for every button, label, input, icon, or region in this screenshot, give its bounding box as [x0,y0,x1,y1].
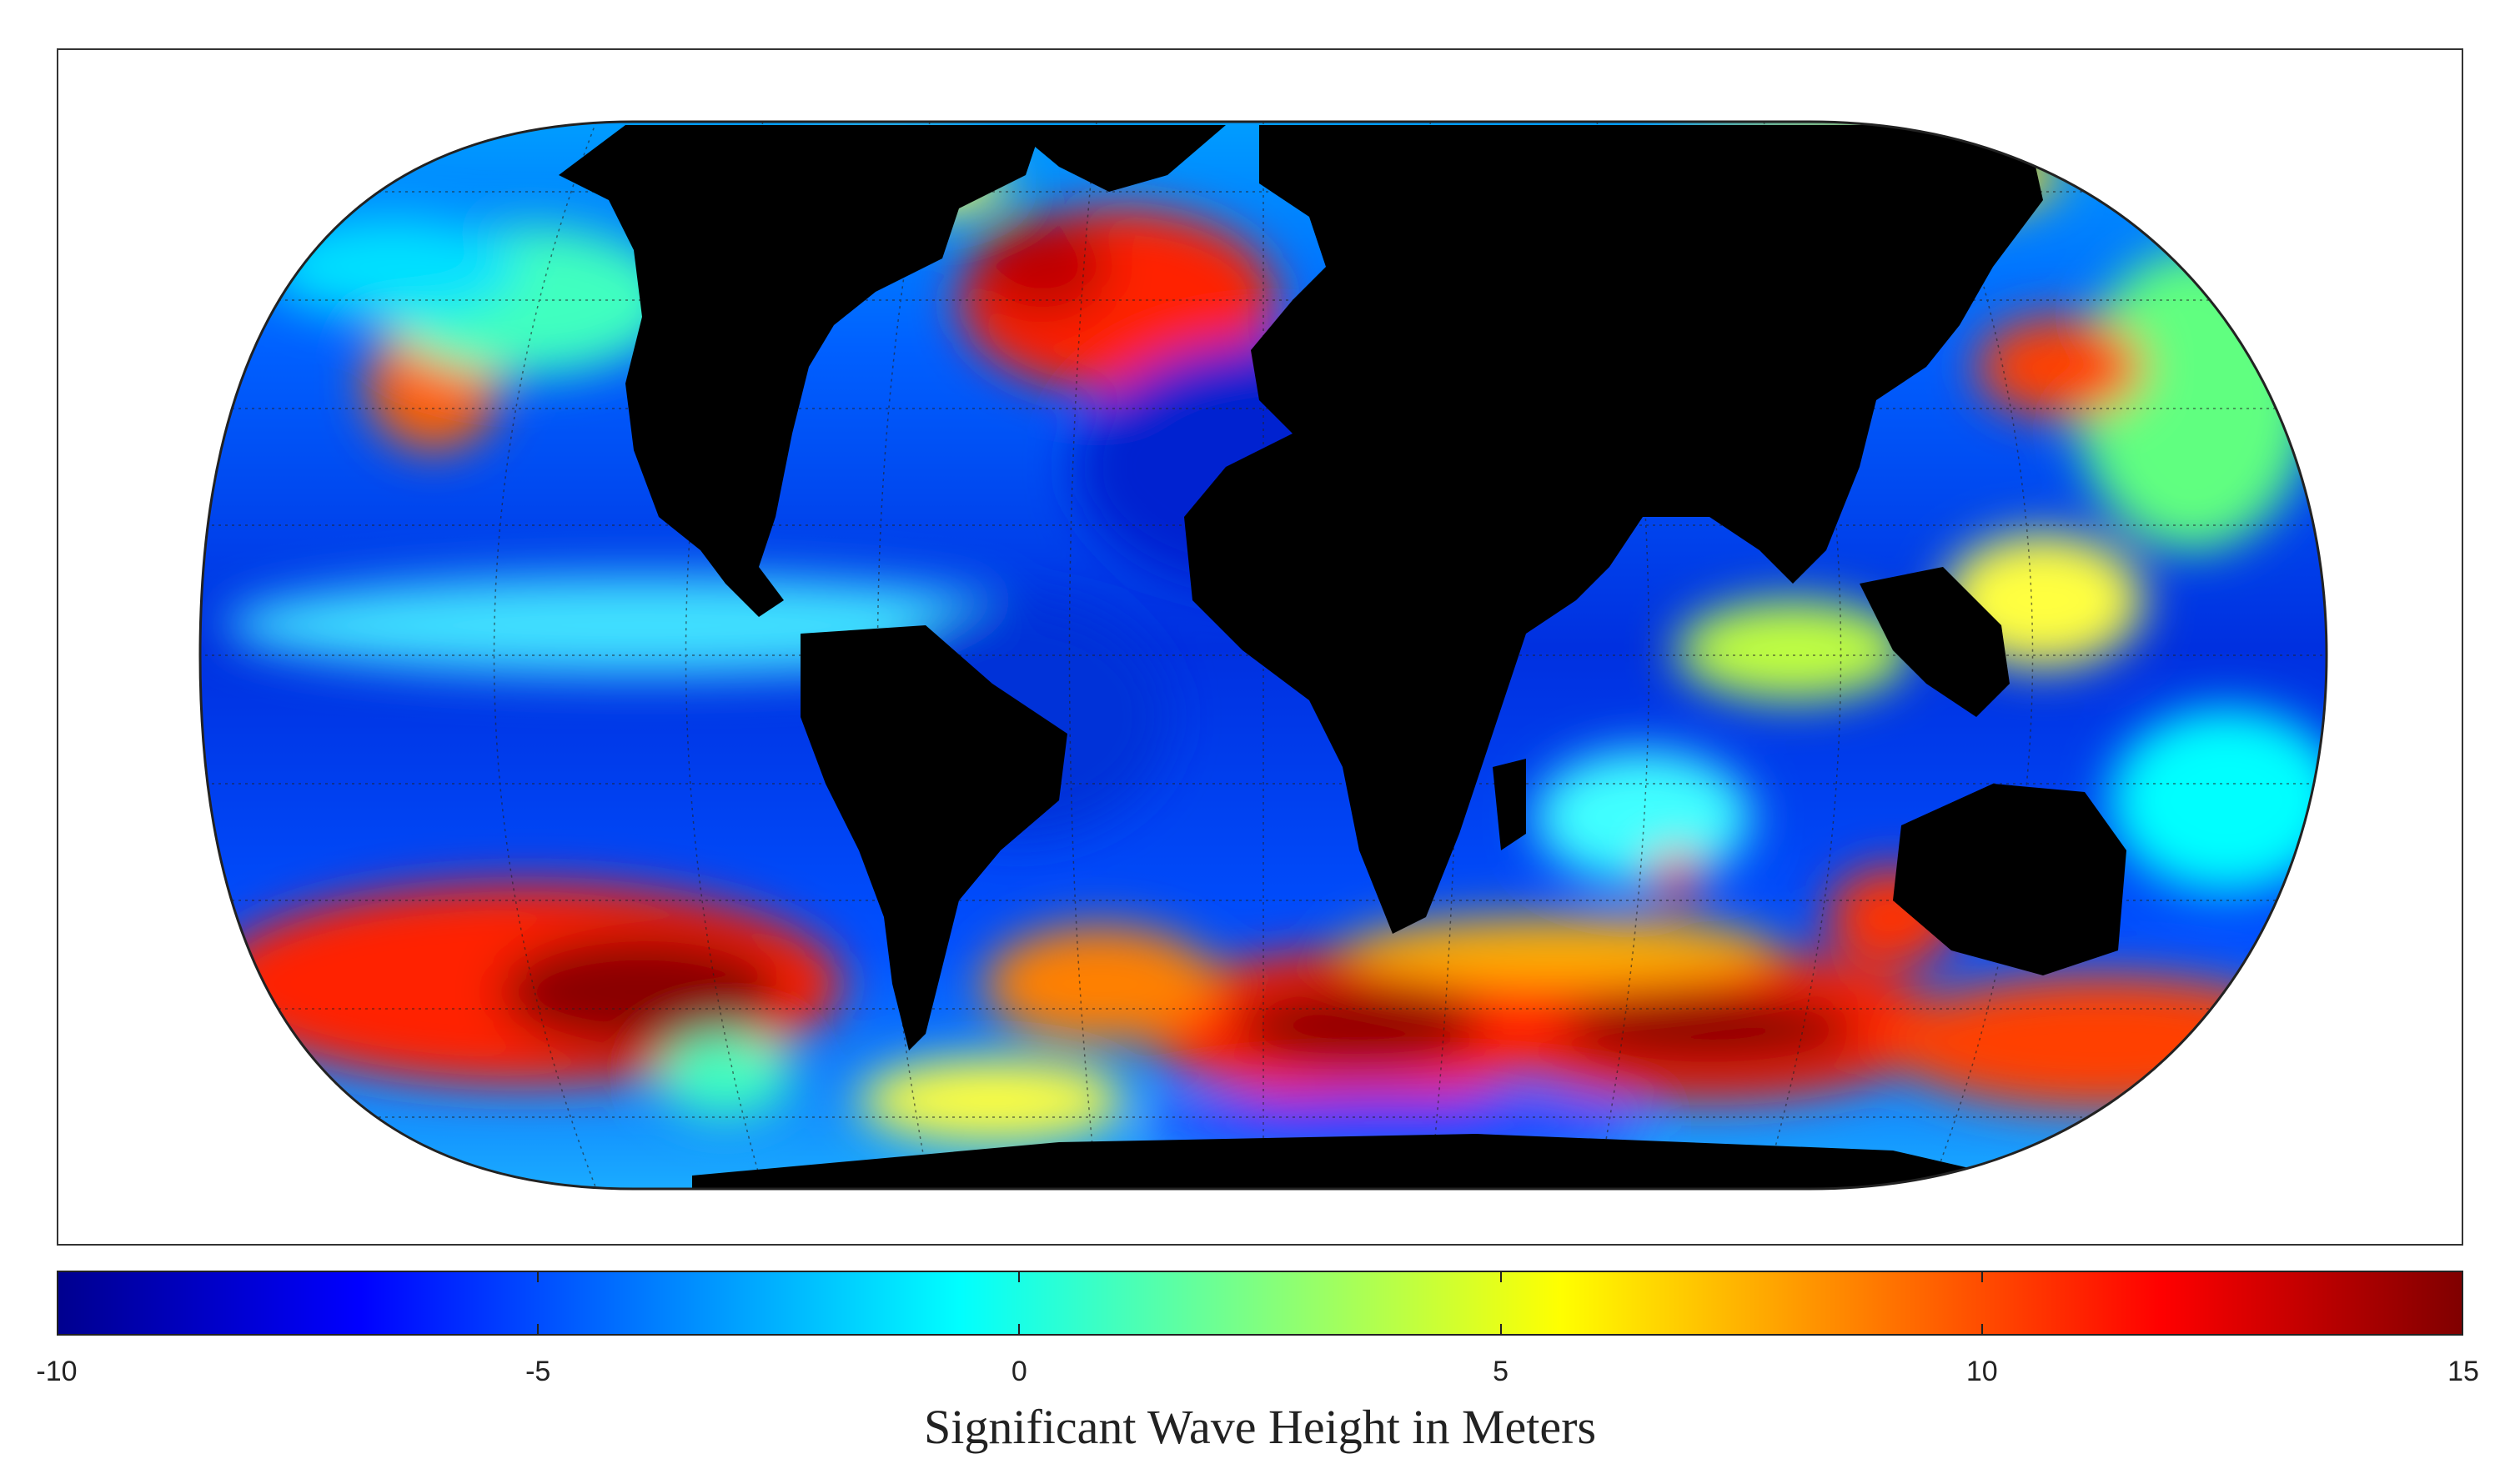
colorbar-tick-mark [1499,1271,1502,1336]
colorbar-tick-label: -10 [36,1356,78,1387]
southern-ocean-east [1885,975,2318,1109]
colorbar-tick-label: -5 [525,1356,551,1387]
colorbar-tick-label: 10 [1965,1356,1998,1387]
southeast-asia [1860,567,2010,717]
globe-outline [198,120,2328,1191]
colorbar-title: Significant Wave Height in Meters [923,1400,1597,1454]
colorbar-tick-mark [1018,1271,1021,1336]
north-america [559,125,1042,617]
world-wave-height-map [198,120,2328,1191]
map-frame [57,48,2463,1246]
colorbar-tick-label: 0 [1011,1356,1027,1387]
colorbar-tick-mark [537,1271,540,1336]
arabian-sea [1676,600,1910,700]
antarctica [692,1134,2060,1189]
colorbar-tick-label: 5 [1493,1356,1509,1387]
madagascar [1493,759,1526,850]
australia [1893,784,2126,975]
south-america [801,625,1067,1050]
colorbar-tick-mark [1980,1271,1983,1336]
africa-europe-asia [1184,125,2043,934]
colorbar [57,1271,2463,1336]
greenland [1009,125,1226,192]
colorbar-tick-label: 15 [2447,1356,2479,1387]
land-masses [559,125,2126,1189]
